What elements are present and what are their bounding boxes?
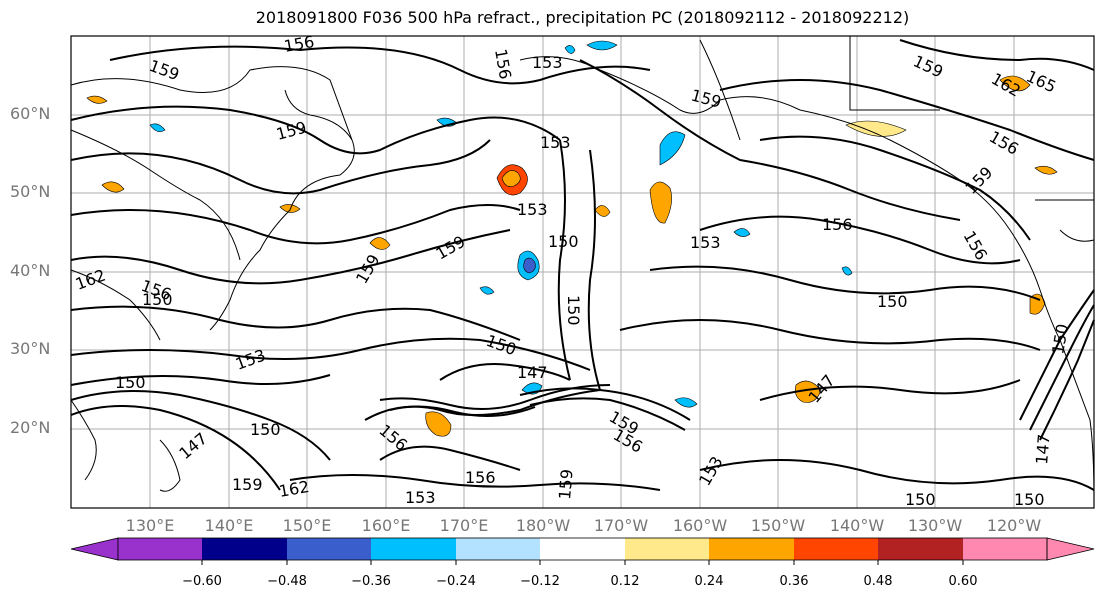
contour-label: 150 xyxy=(115,373,146,392)
colorbar-tick-label: −0.24 xyxy=(436,574,476,589)
contour-label: 147 xyxy=(517,363,548,382)
contour-label: 150 xyxy=(877,292,908,311)
colorbar-segment xyxy=(456,538,540,560)
map-frame xyxy=(70,35,1095,509)
contour-label: 156 xyxy=(822,215,853,234)
contour-label: 153 xyxy=(517,200,548,219)
contour-label: 153 xyxy=(405,488,436,507)
gridlines xyxy=(71,36,1094,508)
contour-label: 156 xyxy=(465,468,496,487)
lat-label: 40°N xyxy=(10,261,51,280)
contour-label: 150 xyxy=(564,295,583,326)
lat-label: 50°N xyxy=(10,182,51,201)
lat-label: 60°N xyxy=(10,104,51,123)
lon-label: 150°E xyxy=(282,516,332,535)
colorbar-tick-label: −0.12 xyxy=(520,574,560,589)
contour-label: 147 xyxy=(1032,433,1054,465)
lon-label: 150°W xyxy=(750,516,806,535)
colorbar-segment xyxy=(963,538,1047,560)
lon-label: 170°E xyxy=(439,516,489,535)
colorbar-segment xyxy=(287,538,371,560)
colorbar xyxy=(70,537,1095,565)
lon-label: 140°W xyxy=(829,516,885,535)
colorbar-tick-label: 0.60 xyxy=(948,574,978,589)
colorbar-extend-high xyxy=(1046,537,1095,561)
lon-label: 130°W xyxy=(907,516,963,535)
colorbar-segment xyxy=(709,538,794,560)
colorbar-segment xyxy=(202,538,287,560)
refractivity-contours xyxy=(70,39,1095,491)
colorbar-segment xyxy=(371,538,456,560)
colorbar-tick-label: −0.36 xyxy=(351,574,391,589)
map-title: 2018091800 F036 500 hPa refract., precip… xyxy=(255,8,910,27)
contour-label: 150 xyxy=(905,490,936,509)
contour-label: 150 xyxy=(1014,490,1045,509)
colorbar-tick-label: 0.24 xyxy=(694,574,724,589)
lon-label: 170°W xyxy=(593,516,649,535)
colorbar-segment xyxy=(794,538,878,560)
lon-label: 130°E xyxy=(125,516,175,535)
contour-label: 150 xyxy=(548,232,579,251)
colorbar-segment xyxy=(878,538,963,560)
lon-label: 120°W xyxy=(986,516,1042,535)
colorbar-tick-label: −0.60 xyxy=(182,574,222,589)
contour-label: 150 xyxy=(142,290,173,309)
lat-label: 30°N xyxy=(10,339,51,358)
colorbar-tick-label: 0.48 xyxy=(863,574,893,589)
contour-label: 150 xyxy=(250,420,281,439)
lat-label: 20°N xyxy=(10,418,51,437)
lon-label: 180°W xyxy=(515,516,571,535)
precip-anomaly-patches xyxy=(86,40,1058,437)
lon-label: 160°E xyxy=(361,516,411,535)
lon-label: 160°W xyxy=(672,516,728,535)
contour-label: 159 xyxy=(232,475,263,494)
colorbar-segment xyxy=(118,538,202,560)
contour-label: 153 xyxy=(532,53,563,72)
colorbar-extend-low xyxy=(70,537,119,561)
colorbar-tick-label: 0.36 xyxy=(779,574,809,589)
colorbar-segment xyxy=(540,538,625,560)
colorbar-tick-label: 0.12 xyxy=(610,574,640,589)
contour-labels: 159 156 153 159 153 156 153 150 153 156 … xyxy=(73,32,1072,509)
colorbar-segment xyxy=(625,538,709,560)
lon-label: 140°E xyxy=(204,516,254,535)
contour-label: 153 xyxy=(690,233,721,252)
contour-label: 153 xyxy=(540,133,571,152)
colorbar-tick-label: −0.48 xyxy=(267,574,307,589)
contour-label: 159 xyxy=(555,468,577,500)
